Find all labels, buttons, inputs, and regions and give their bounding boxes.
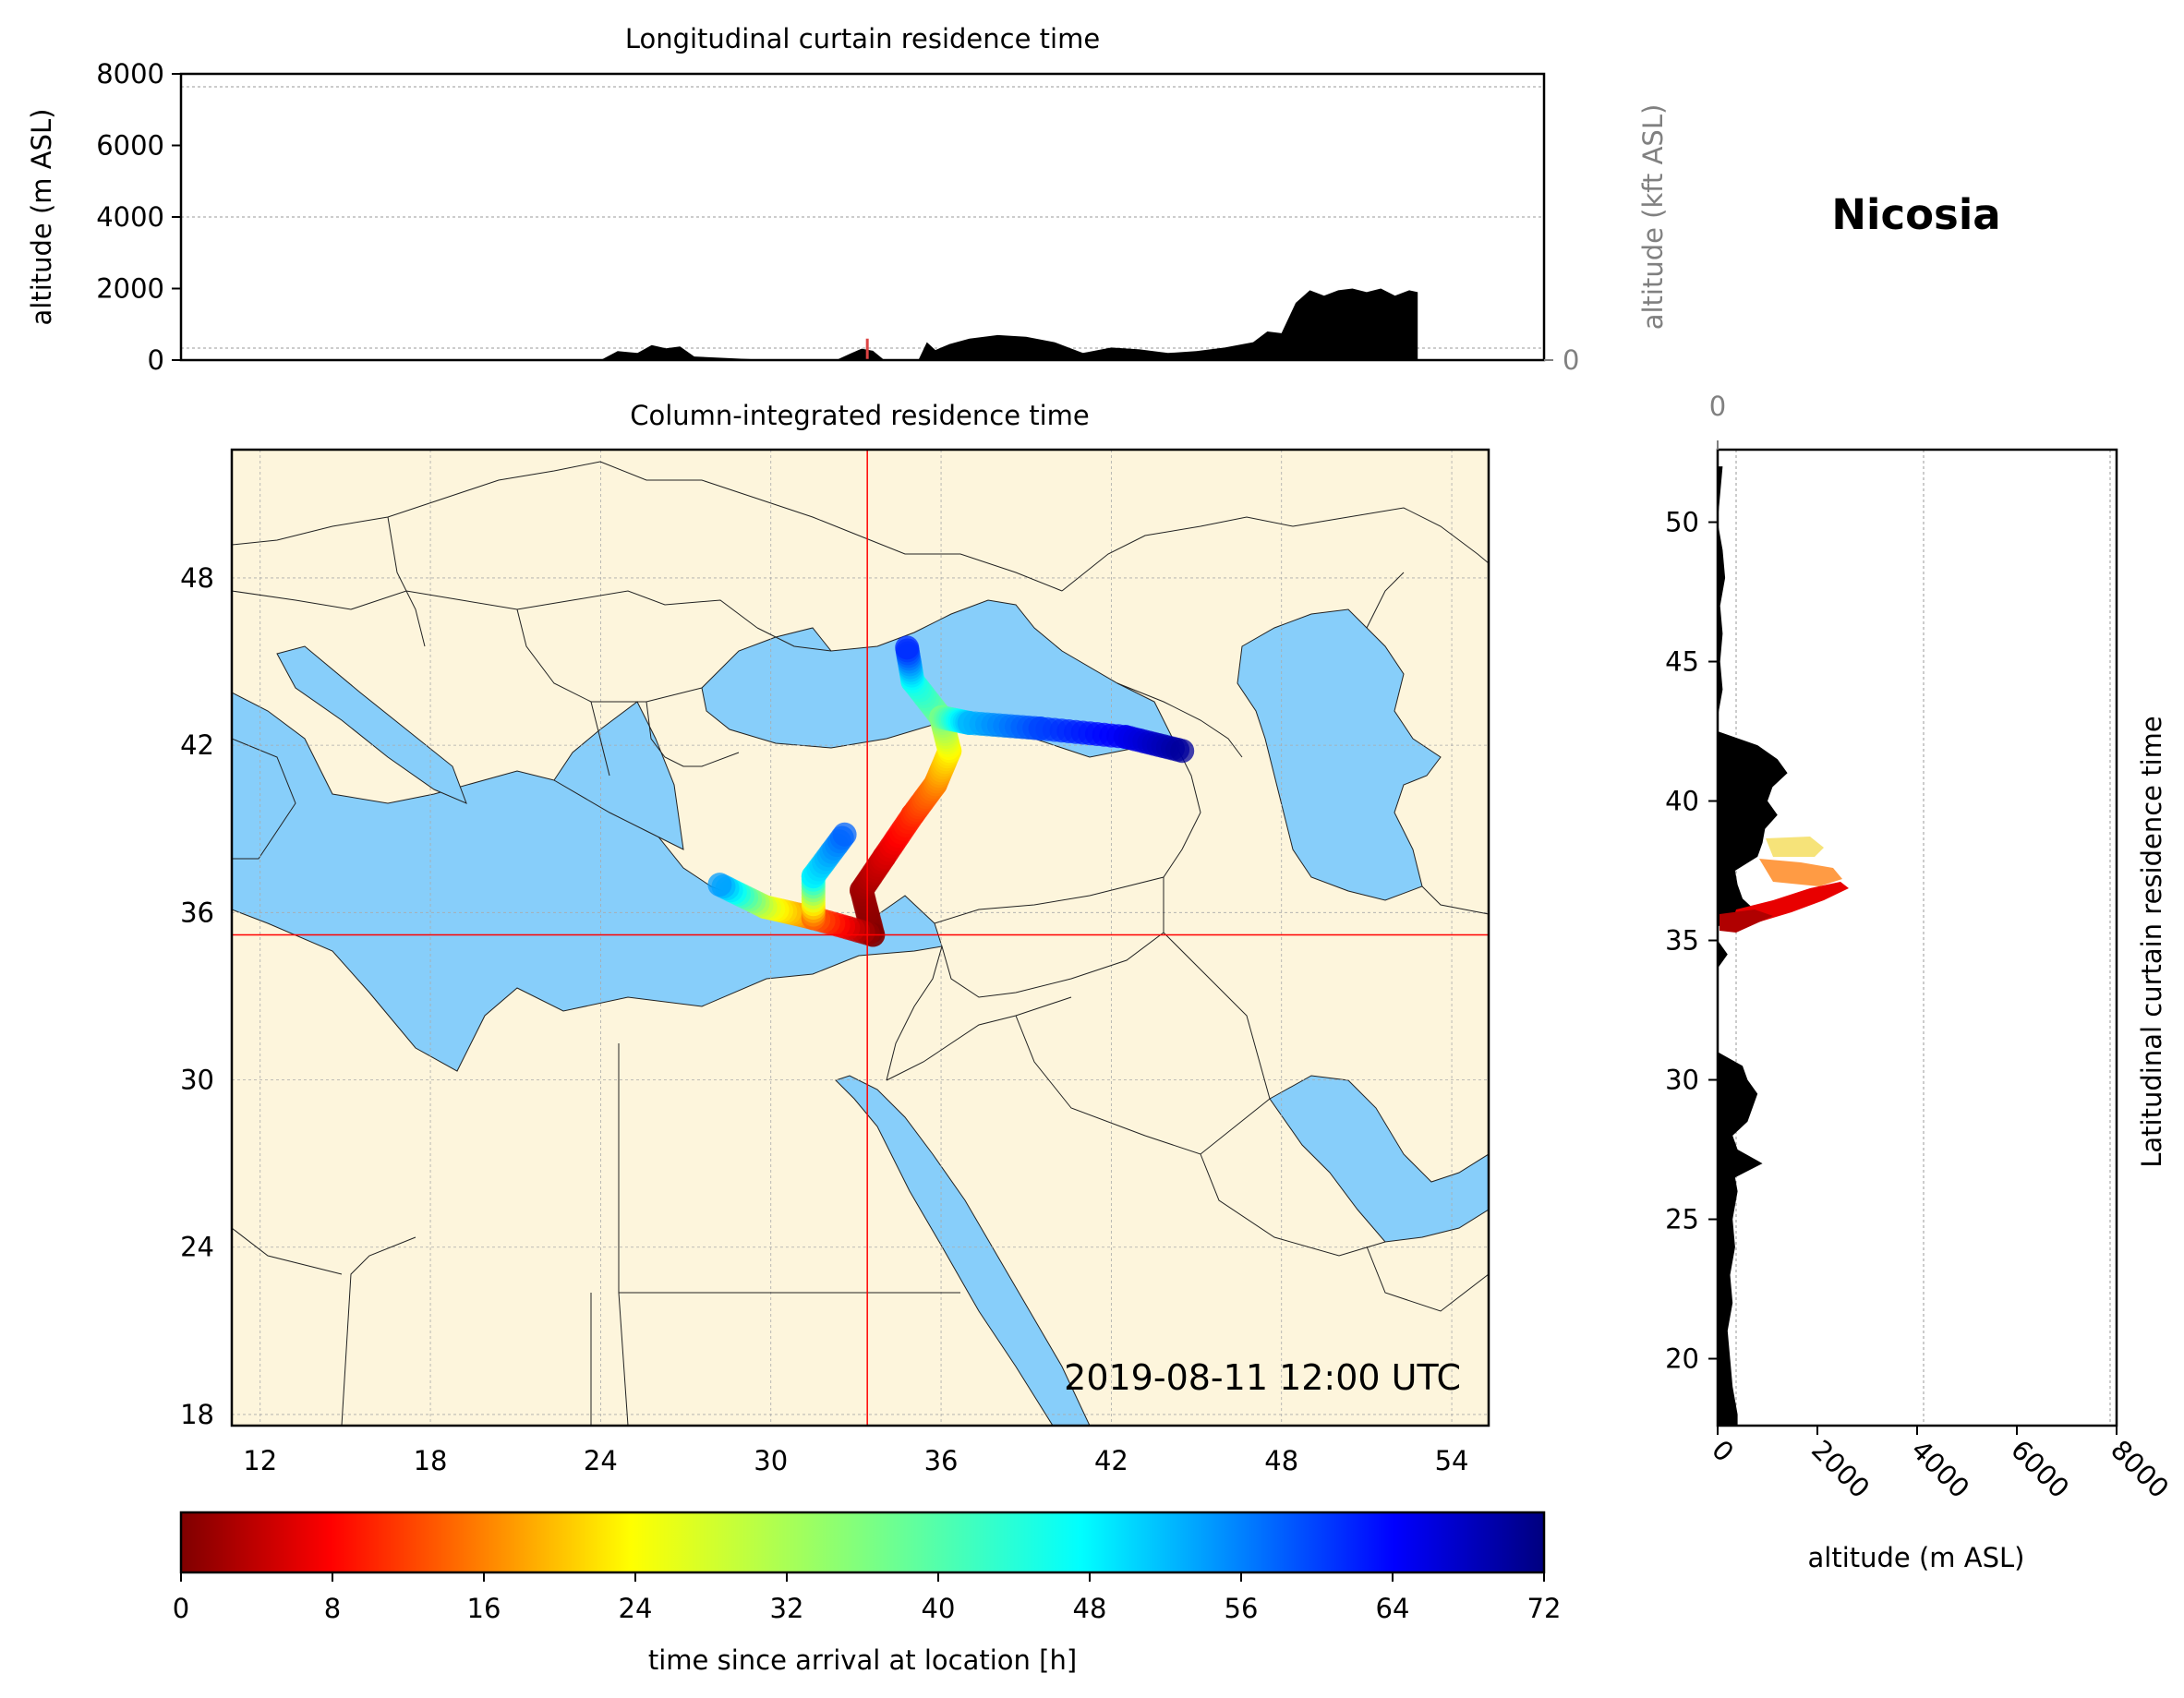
- colorbar-tick-label: 40: [922, 1593, 956, 1624]
- map-xtick-label: 42: [1094, 1445, 1128, 1476]
- terrain-profile-longitudinal: [232, 288, 1418, 360]
- colorbar-label: time since arrival at location [h]: [648, 1644, 1077, 1676]
- terrain-profile-latitudinal: [1718, 466, 1788, 1426]
- map-xtick-label: 12: [243, 1445, 277, 1476]
- residence-band-darkred: [1719, 909, 1773, 933]
- map-graticule: [232, 450, 1489, 1426]
- plume-point: [895, 635, 920, 660]
- map-panel-title: Column-integrated residence time: [630, 400, 1090, 431]
- right-panel-frame: [1716, 448, 2118, 1427]
- colorbar-tick-label: 32: [770, 1593, 804, 1624]
- map-xtick-label: 36: [924, 1445, 959, 1476]
- map-ytick-label: 48: [180, 562, 214, 594]
- colorbar: 0 8 16 24 32 40 48 56 64 72 time since arrival at…: [173, 1511, 1562, 1676]
- longitudinal-curtain-panel: Longitudinal curtain residence time 0 200…: [26, 23, 1669, 376]
- mediterranean-sea: [232, 692, 943, 1072]
- colorbar-tick-label: 24: [619, 1593, 653, 1624]
- plume-point: [707, 873, 732, 897]
- map-xtick-label: 18: [414, 1445, 448, 1476]
- right-top-tick-label: 0: [1709, 391, 1726, 422]
- right-xtick-label: 2000: [1805, 1434, 1876, 1504]
- top-right-yticks: 050100: [1544, 344, 1579, 376]
- map-ytick-label: 30: [180, 1065, 214, 1096]
- sea-areas: [232, 599, 1489, 1426]
- colorbar-tick-label: 8: [324, 1593, 341, 1624]
- right-xticks-bottom: 0 2000 4000 6000 8000: [1706, 1426, 2175, 1504]
- top-right-tick-label: 0: [1563, 344, 1579, 376]
- map-yticks: 18 24 30 36 42 48: [180, 562, 214, 1430]
- map-xtick-label: 54: [1435, 1445, 1469, 1476]
- top-ylabel-left: altitude (m ASL): [26, 109, 57, 326]
- top-left-tick-label: 6000: [96, 130, 164, 162]
- latitudinal-residence: [1719, 837, 1849, 933]
- top-left-tick-label: 8000: [96, 58, 164, 90]
- right-ytick-label: 20: [1665, 1343, 1699, 1375]
- map-xtick-label: 48: [1264, 1445, 1298, 1476]
- colorbar-gradient: [179, 1511, 1546, 1574]
- colorbar-tick-label: 56: [1225, 1593, 1259, 1624]
- top-ylabel-right: altitude (kft ASL): [1637, 104, 1669, 331]
- colorbar-tick-label: 72: [1527, 1593, 1562, 1624]
- black-sea: [701, 599, 1174, 758]
- map-ytick-label: 36: [180, 897, 214, 928]
- timestamp: 2019-08-11 12:00 UTC: [1064, 1357, 1461, 1398]
- map-frame: [230, 448, 1490, 1427]
- colorbar-tick-label: 0: [173, 1593, 189, 1624]
- right-yticks: 20 25 30 35 40 45 50: [1665, 507, 1718, 1375]
- colorbar-tick-label: 48: [1073, 1593, 1107, 1624]
- residence-plume: [707, 635, 1195, 947]
- map-xtick-label: 24: [584, 1445, 618, 1476]
- residence-band-yellow: [1766, 837, 1824, 857]
- right-ylabel: Latitudinal curtain residence time: [2136, 716, 2167, 1168]
- persian-gulf: [1269, 1075, 1489, 1243]
- map-xtick-label: 30: [754, 1445, 788, 1476]
- right-xtick-label: 8000: [2105, 1434, 2175, 1504]
- top-left-tick-label: 2000: [96, 273, 164, 305]
- country-borders: [232, 461, 1489, 1426]
- map-panel: Column-integrated residence time: [180, 400, 1490, 1476]
- map-ytick-label: 24: [180, 1232, 214, 1263]
- right-ytick-label: 40: [1665, 786, 1699, 817]
- map-xticks: 12 18 24 30 36 42 48 54: [243, 1445, 1468, 1476]
- red-sea: [835, 1075, 1091, 1426]
- right-ytick-label: 35: [1665, 925, 1699, 957]
- right-ytick-label: 50: [1665, 507, 1699, 538]
- right-xticks-top: 050100: [1709, 391, 1726, 450]
- residence-band-orange: [1759, 859, 1842, 886]
- station-name: Nicosia: [1831, 190, 2000, 239]
- right-ytick-label: 25: [1665, 1204, 1699, 1235]
- map-ytick-label: 42: [180, 729, 214, 761]
- plume-point: [832, 822, 857, 847]
- colorbar-ticks: 0 8 16 24 32 40 48 56 64 72: [173, 1572, 1562, 1624]
- tyrrhenian-sea: [232, 738, 296, 860]
- top-left-tick-label: 4000: [96, 201, 164, 233]
- right-xlabel: altitude (m ASL): [1808, 1542, 2025, 1573]
- colorbar-tick-label: 64: [1376, 1593, 1410, 1624]
- right-xtick-label: 4000: [1905, 1434, 1975, 1504]
- colorbar-tick-label: 16: [467, 1593, 501, 1624]
- right-xtick-label: 6000: [2005, 1434, 2075, 1504]
- right-ytick-label: 30: [1665, 1065, 1699, 1096]
- top-left-tick-label: 0: [148, 344, 164, 376]
- right-xtick-label: 0: [1706, 1434, 1740, 1468]
- right-grid: [1735, 450, 2111, 1426]
- top-panel-title: Longitudinal curtain residence time: [625, 23, 1100, 54]
- plume-point: [1170, 739, 1195, 764]
- adriatic-sea: [276, 645, 467, 804]
- top-left-yticks: 0 2000 4000 6000 8000: [96, 58, 181, 376]
- right-ytick-label: 45: [1665, 646, 1699, 678]
- map-ytick-label: 18: [180, 1399, 214, 1430]
